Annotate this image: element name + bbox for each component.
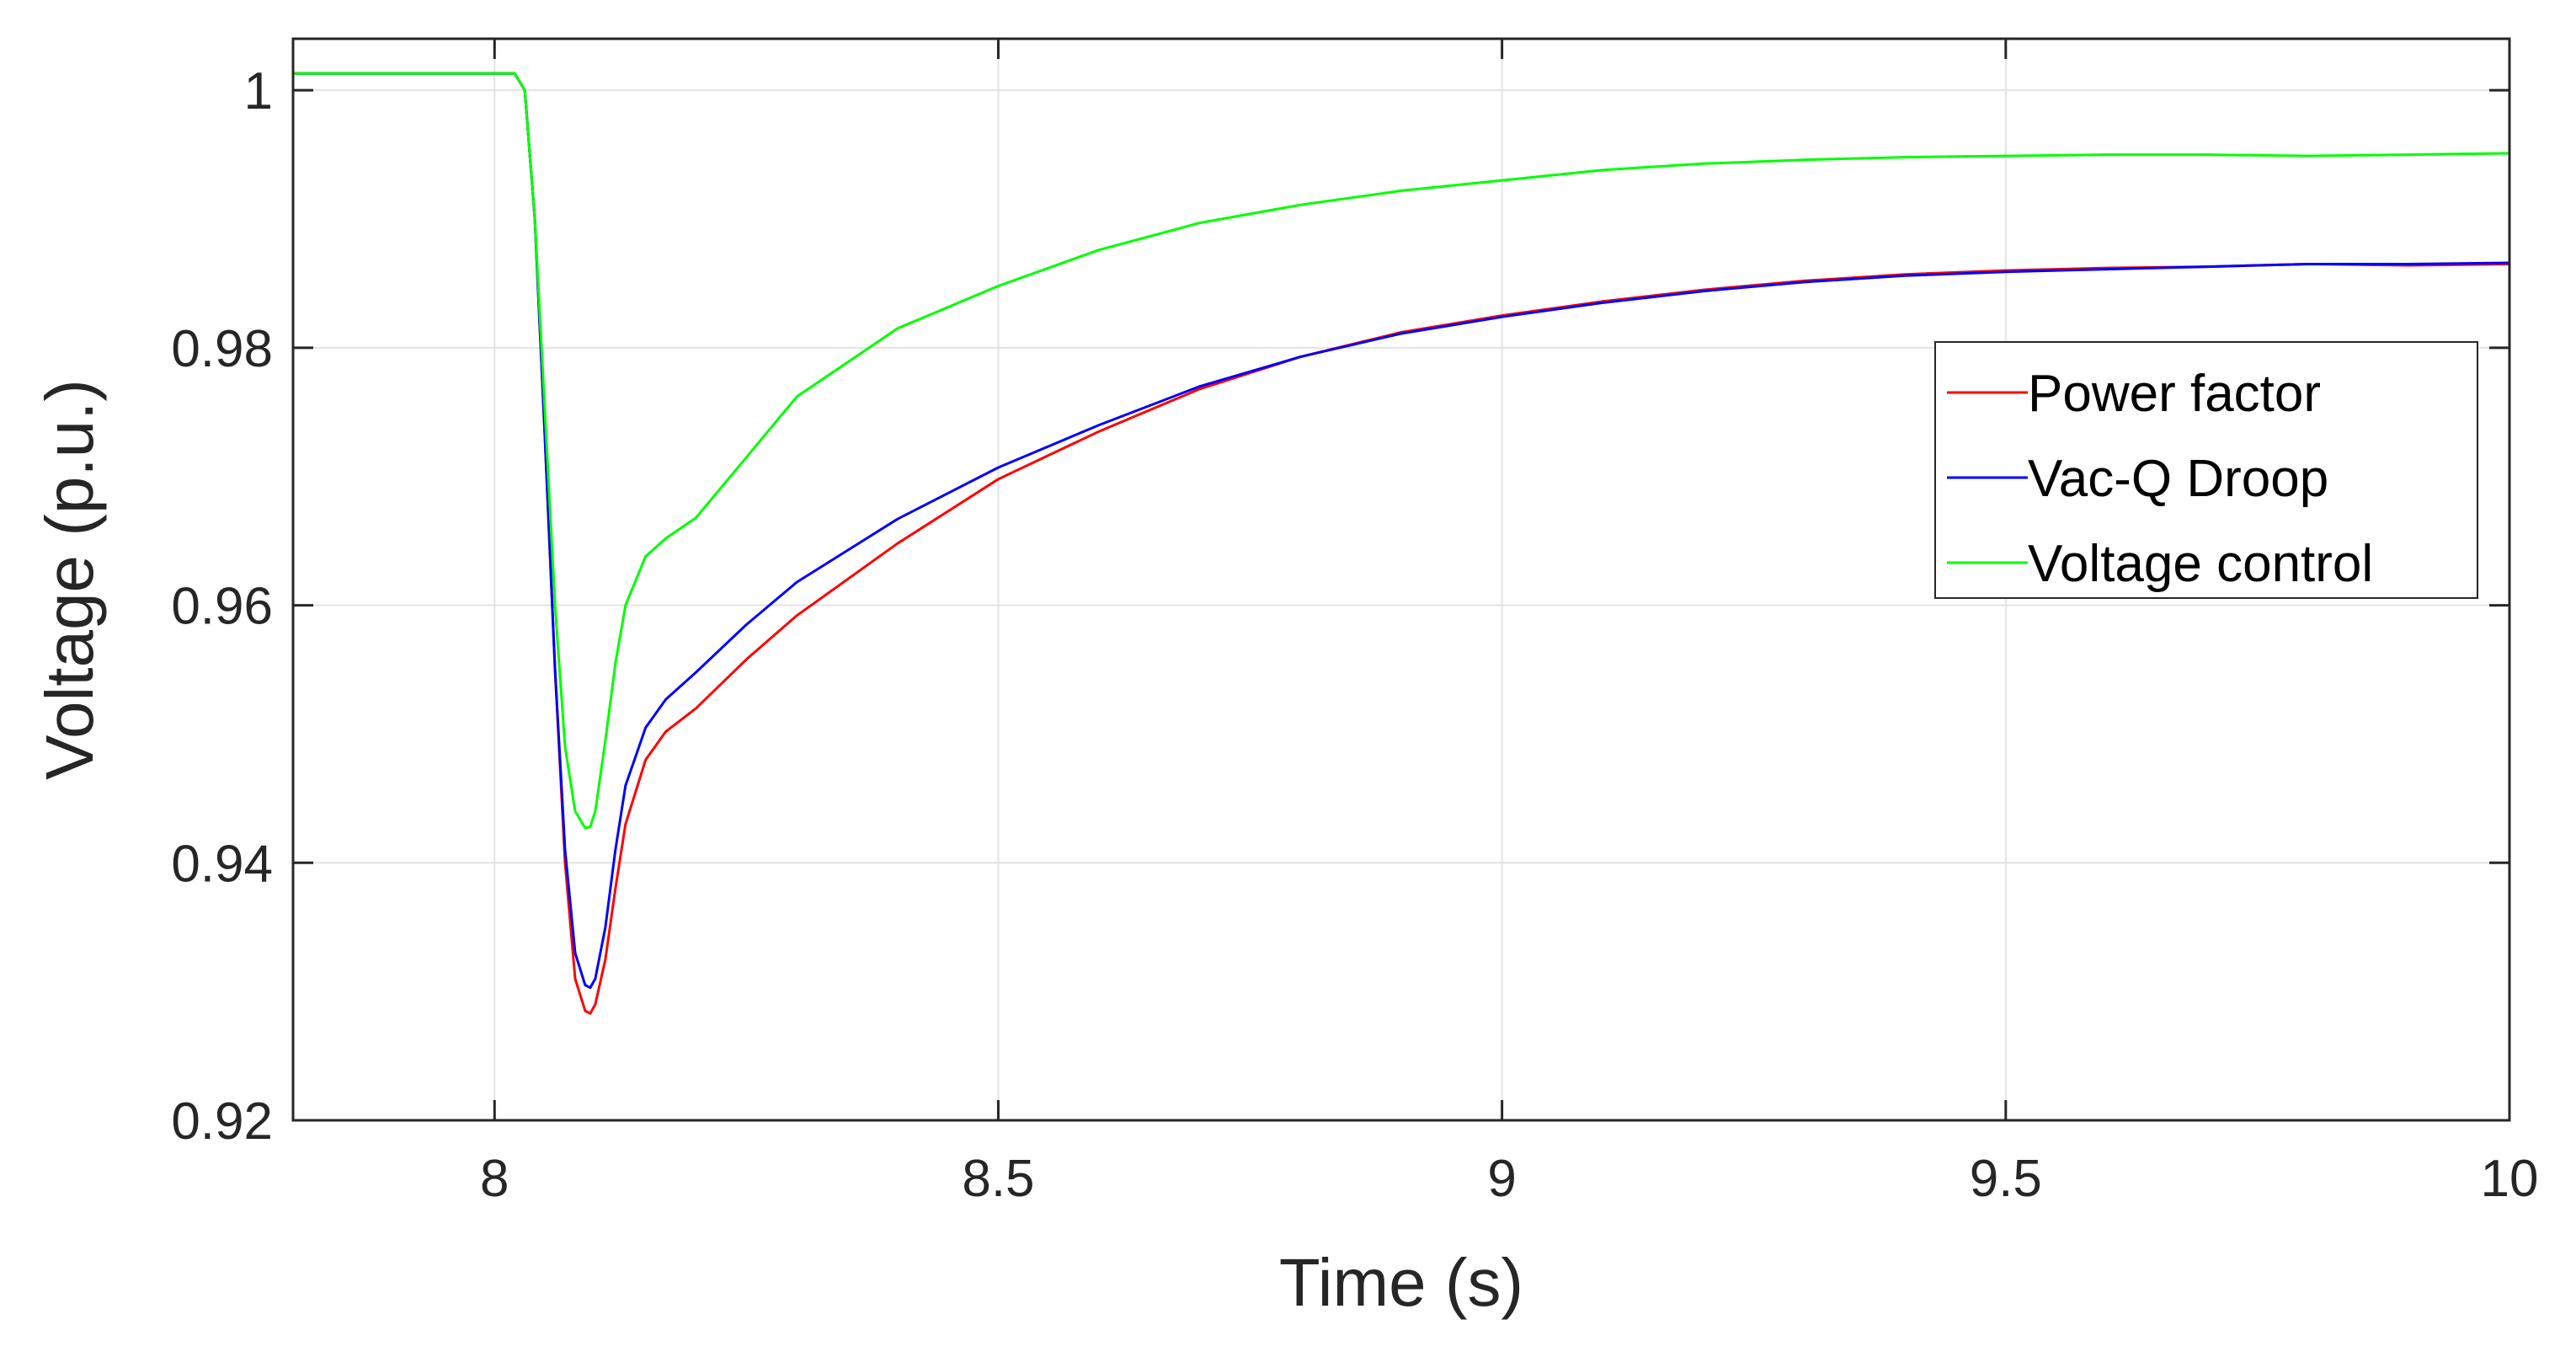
y-tick-label: 0.94 bbox=[171, 835, 273, 893]
series-lines bbox=[291, 72, 2511, 1015]
x-tick-labels: 8 8.5 9 9.5 10 bbox=[480, 1150, 2538, 1208]
legend-box bbox=[1934, 341, 2478, 599]
x-tick-label: 9 bbox=[1487, 1150, 1516, 1208]
x-tick-label: 8.5 bbox=[962, 1150, 1034, 1208]
y-tick-label: 1 bbox=[244, 62, 273, 120]
y-tick-label: 0.98 bbox=[171, 320, 273, 378]
series-line-vac-q-droop bbox=[291, 72, 2511, 990]
legend-label-voltage-control: Voltage control bbox=[2028, 535, 2373, 593]
legend: Power factor Vac-Q Droop Voltage control bbox=[1934, 341, 2478, 599]
series-line-voltage-control bbox=[291, 72, 2511, 830]
y-tick-labels: 0.92 0.94 0.96 0.98 1 bbox=[171, 62, 273, 1151]
x-tick-label: 9.5 bbox=[1970, 1150, 2042, 1208]
axes-box bbox=[291, 37, 2511, 1122]
tick-marks bbox=[293, 39, 2511, 1122]
legend-label-power-factor: Power factor bbox=[2028, 365, 2321, 423]
x-tick-label: 8 bbox=[480, 1150, 509, 1208]
y-tick-label: 0.96 bbox=[171, 578, 273, 636]
y-tick-label: 0.92 bbox=[171, 1093, 273, 1151]
x-axis-title: Time (s) bbox=[1279, 1245, 1523, 1320]
legend-label-vac-q-droop: Vac-Q Droop bbox=[2028, 450, 2328, 508]
y-axis-title: Voltage (p.u.) bbox=[32, 379, 107, 780]
x-tick-label: 10 bbox=[2481, 1150, 2539, 1208]
